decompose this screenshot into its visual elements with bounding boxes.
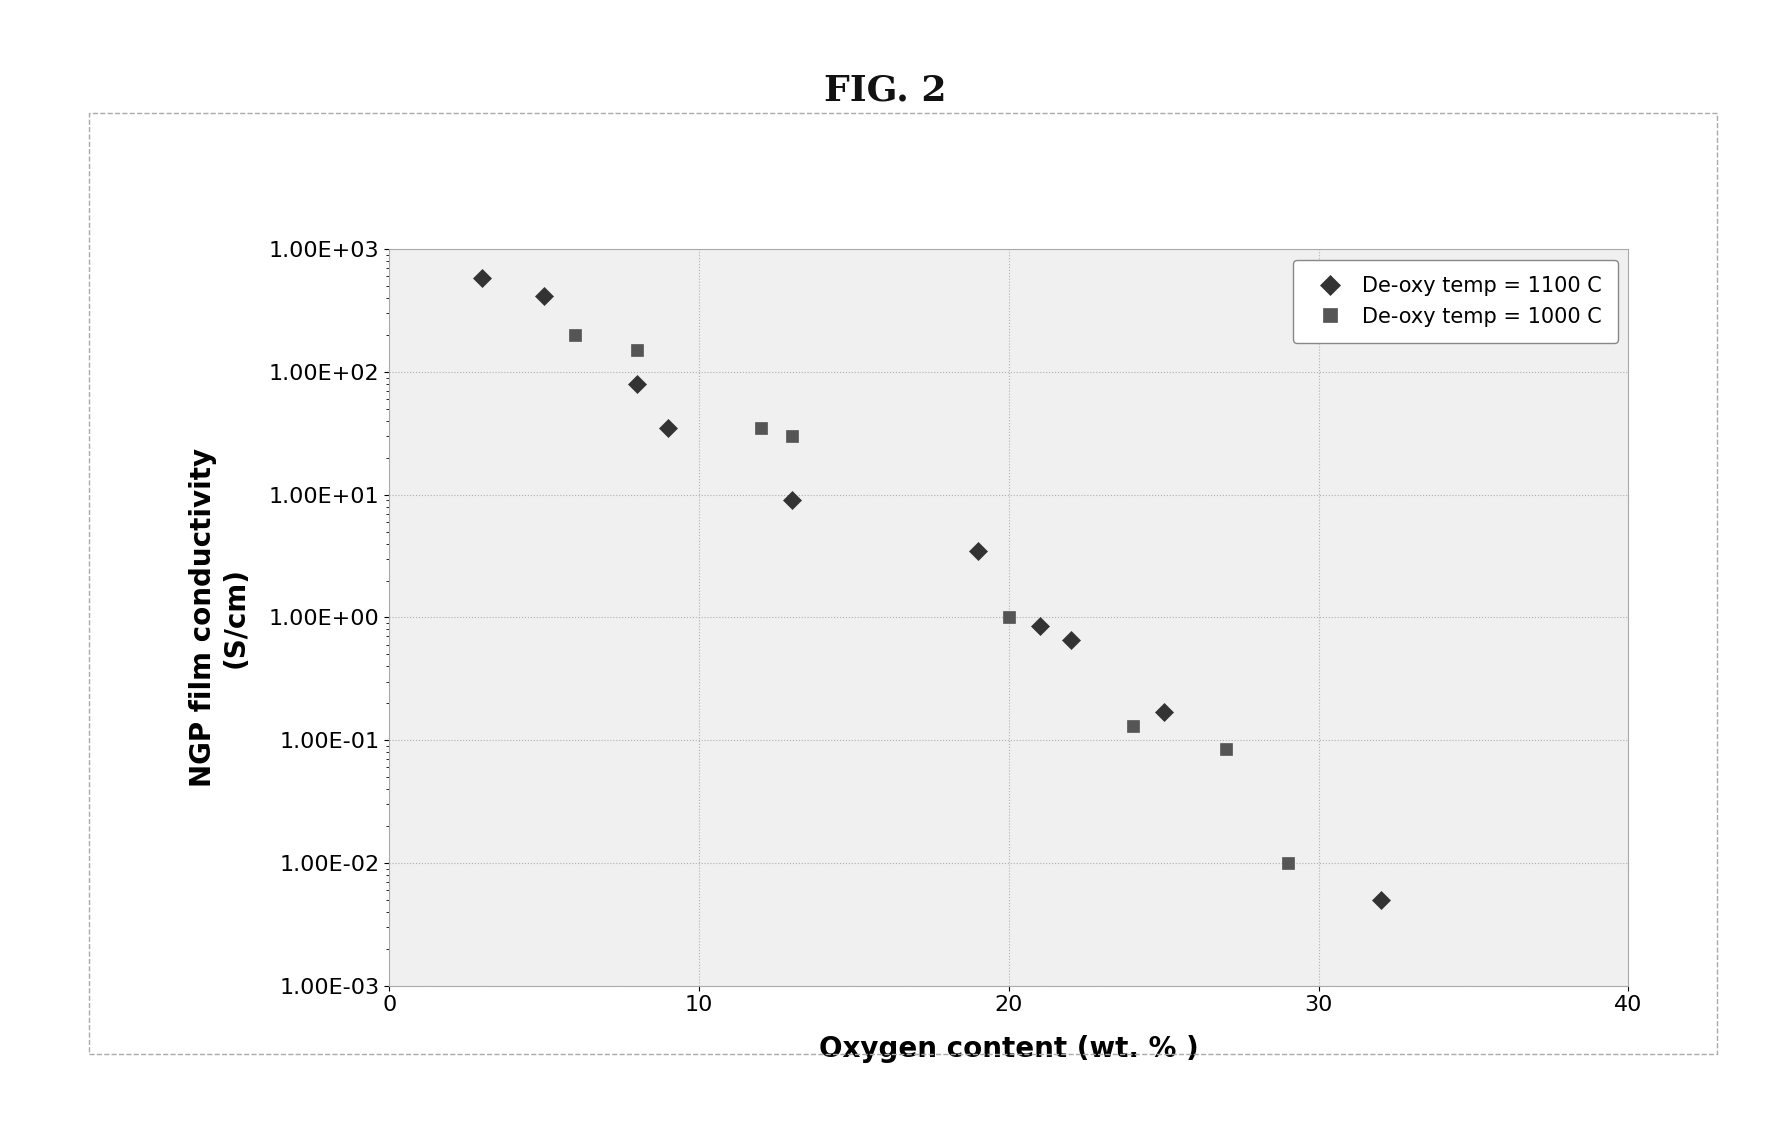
De-oxy temp = 1000 C	[782, 429, 804, 443]
De-oxy temp = 1100 C	[1030, 620, 1051, 633]
Line: De-oxy temp = 1000 C: De-oxy temp = 1000 C	[568, 329, 1294, 869]
De-oxy temp = 1100 C	[1370, 893, 1391, 906]
De-oxy temp = 1100 C	[535, 289, 556, 303]
De-oxy temp = 1000 C	[1278, 857, 1299, 870]
De-oxy temp = 1100 C	[658, 421, 680, 435]
De-oxy temp = 1100 C	[627, 377, 648, 391]
De-oxy temp = 1000 C	[565, 329, 586, 342]
De-oxy temp = 1100 C	[1154, 705, 1175, 718]
Text: FIG. 2: FIG. 2	[823, 74, 947, 108]
Legend: De-oxy temp = 1100 C, De-oxy temp = 1000 C: De-oxy temp = 1100 C, De-oxy temp = 1000…	[1292, 259, 1618, 343]
Line: De-oxy temp = 1100 C: De-oxy temp = 1100 C	[476, 272, 1388, 906]
X-axis label: Oxygen content (wt. % ): Oxygen content (wt. % )	[820, 1034, 1198, 1063]
De-oxy temp = 1000 C	[750, 421, 772, 435]
De-oxy temp = 1100 C	[1060, 633, 1081, 647]
De-oxy temp = 1100 C	[782, 494, 804, 508]
De-oxy temp = 1000 C	[998, 611, 1020, 624]
De-oxy temp = 1000 C	[1122, 719, 1143, 733]
De-oxy temp = 1100 C	[471, 272, 492, 286]
De-oxy temp = 1000 C	[627, 343, 648, 357]
De-oxy temp = 1000 C	[1214, 742, 1235, 756]
De-oxy temp = 1100 C	[966, 544, 988, 557]
Y-axis label: NGP film conductivity
(S/cm): NGP film conductivity (S/cm)	[189, 448, 250, 787]
